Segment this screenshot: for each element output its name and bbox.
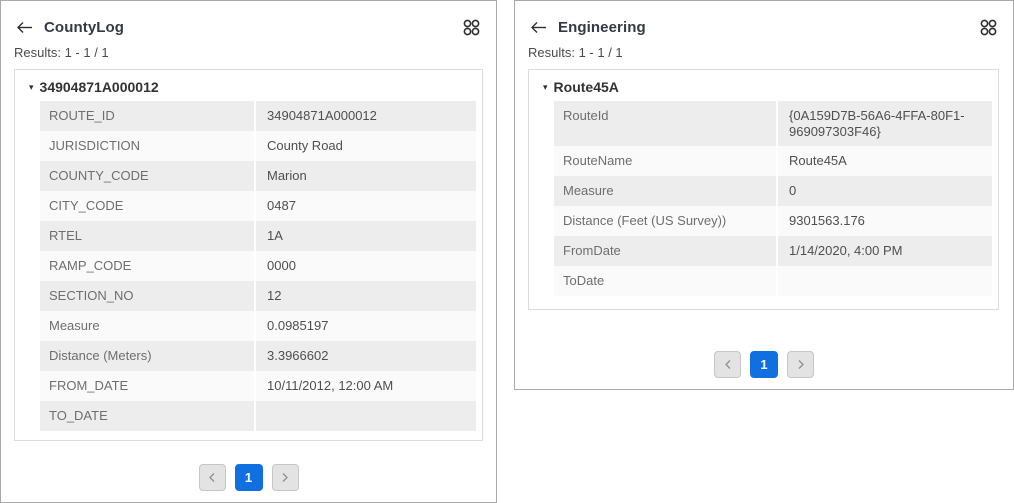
field-label: FROM_DATE — [49, 378, 129, 393]
field-value: 0 — [776, 176, 992, 206]
field-label: ToDate — [563, 273, 605, 288]
collapse-arrow-icon: ▾ — [543, 81, 548, 92]
results-grid-icon — [463, 19, 479, 35]
chevron-left-icon — [209, 473, 215, 482]
next-page-button[interactable] — [271, 464, 299, 491]
table-row: JURISDICTION County Road — [40, 131, 476, 161]
prev-page-button[interactable] — [198, 464, 226, 491]
page-title: CountyLog — [44, 18, 125, 36]
feature-title: 34904871A000012 — [39, 79, 159, 95]
field-label: Distance (Meters) — [49, 348, 152, 363]
field-label: RAMP_CODE — [49, 258, 132, 273]
field-label: SECTION_NO — [49, 288, 134, 303]
pagination: 1 — [714, 351, 814, 378]
table-row: RAMP_CODE 0000 — [40, 251, 476, 281]
feature-title: Route45A — [553, 79, 619, 95]
field-label: ROUTE_ID — [49, 108, 115, 123]
table-row: FromDate 1/14/2020, 4:00 PM — [554, 236, 992, 266]
field-label: FromDate — [563, 243, 621, 258]
chevron-left-icon — [724, 360, 730, 369]
next-page-button[interactable] — [787, 351, 814, 378]
field-value: {0A159D7B-56A6-4FFA-80F1-969097303F46} — [776, 101, 992, 146]
attribute-table: ROUTE_ID 34904871A000012 JURISDICTION Count… — [40, 101, 476, 431]
field-value: 0.0985197 — [254, 311, 476, 341]
field-label: RouteId — [563, 108, 609, 123]
page-number-button[interactable]: 1 — [234, 464, 263, 491]
field-value: Route45A — [776, 146, 992, 176]
field-value: 10/11/2012, 12:00 AM — [254, 371, 476, 401]
table-row: Distance (Feet (US Survey)) 9301563.176 — [554, 206, 992, 236]
table-row: SECTION_NO 12 — [40, 281, 476, 311]
back-button[interactable] — [16, 20, 34, 34]
field-value: 1/14/2020, 4:00 PM — [776, 236, 992, 266]
table-row: ToDate — [554, 266, 992, 296]
field-label: Distance (Feet (US Survey)) — [563, 213, 727, 228]
feature-header-toggle[interactable]: ▾ Route45A — [529, 70, 998, 101]
back-arrow-icon — [17, 21, 32, 33]
attribute-table: RouteId {0A159D7B-56A6-4FFA-80F1-96909730… — [554, 101, 992, 296]
field-value: 3.3966602 — [254, 341, 476, 371]
back-button[interactable] — [530, 20, 548, 34]
page-title: Engineering — [558, 18, 646, 36]
field-label: RTEL — [49, 228, 82, 243]
field-label: TO_DATE — [49, 408, 108, 423]
feature-header-toggle[interactable]: ▾ 34904871A000012 — [15, 70, 482, 101]
identify-panel-countylog: CountyLog Results: 1 - 1 / 1 ▾ 34904871A… — [0, 0, 497, 503]
panel-header: Engineering — [515, 1, 1013, 38]
table-row: Measure 0 — [554, 176, 992, 206]
table-row: RouteId {0A159D7B-56A6-4FFA-80F1-96909730… — [554, 101, 992, 146]
field-value: 9301563.176 — [776, 206, 992, 236]
field-value — [776, 266, 992, 296]
table-row: TO_DATE — [40, 401, 476, 431]
field-label: Measure — [563, 183, 614, 198]
table-row: CITY_CODE 0487 — [40, 191, 476, 221]
page-number-button[interactable]: 1 — [750, 351, 778, 378]
feature-card: ▾ Route45A RouteId {0A159D7B-56A6-4FFA-80… — [528, 69, 999, 310]
panel-header: CountyLog — [1, 1, 496, 38]
field-label: Measure — [49, 318, 100, 333]
field-value: County Road — [254, 131, 476, 161]
collapse-arrow-icon: ▾ — [29, 81, 34, 92]
field-label: JURISDICTION — [49, 138, 140, 153]
chevron-right-icon — [798, 360, 804, 369]
feature-card: ▾ 34904871A000012 ROUTE_ID 34904871A00001… — [14, 69, 483, 441]
field-value: 12 — [254, 281, 476, 311]
field-label: CITY_CODE — [49, 198, 124, 213]
table-row: Distance (Meters) 3.3966602 — [40, 341, 476, 371]
pagination: 1 — [198, 464, 299, 491]
field-label: COUNTY_CODE — [49, 168, 149, 183]
field-value: 0000 — [254, 251, 476, 281]
results-grid-button[interactable] — [978, 17, 998, 37]
chevron-right-icon — [282, 473, 288, 482]
table-row: RouteName Route45A — [554, 146, 992, 176]
field-value: 1A — [254, 221, 476, 251]
identify-panel-engineering: Engineering Results: 1 - 1 / 1 ▾ Route45… — [514, 0, 1014, 390]
results-grid-icon — [980, 19, 996, 35]
table-row: ROUTE_ID 34904871A000012 — [40, 101, 476, 131]
field-value: 34904871A000012 — [254, 101, 476, 131]
table-row: COUNTY_CODE Marion — [40, 161, 476, 191]
table-row: Measure 0.0985197 — [40, 311, 476, 341]
back-arrow-icon — [531, 21, 546, 33]
field-value — [254, 401, 476, 431]
field-value: Marion — [254, 161, 476, 191]
field-label: RouteName — [563, 153, 633, 168]
prev-page-button[interactable] — [714, 351, 741, 378]
results-count: Results: 1 - 1 / 1 — [528, 45, 623, 60]
table-row: FROM_DATE 10/11/2012, 12:00 AM — [40, 371, 476, 401]
table-row: RTEL 1A — [40, 221, 476, 251]
field-value: 0487 — [254, 191, 476, 221]
results-count: Results: 1 - 1 / 1 — [14, 45, 109, 60]
results-grid-button[interactable] — [461, 17, 481, 37]
